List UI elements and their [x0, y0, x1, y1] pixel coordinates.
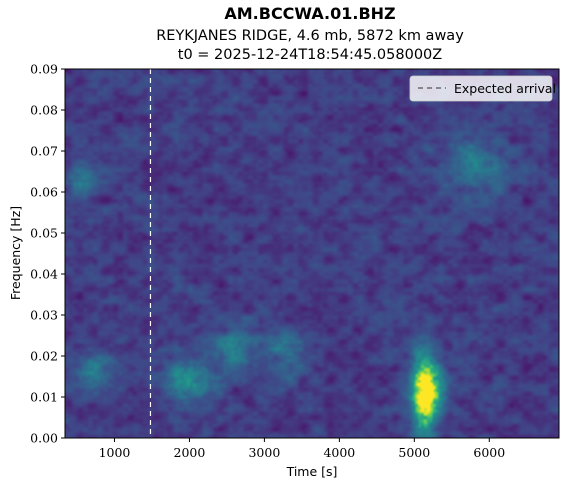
y-tick-label: 0.04 — [30, 267, 58, 282]
y-tick-label: 0.01 — [30, 390, 58, 405]
y-tick-label: 0.05 — [30, 226, 58, 241]
x-tick-label: 1000 — [99, 445, 131, 460]
y-tick-label: 0.06 — [30, 185, 58, 200]
spectrogram-heatmap — [65, 69, 559, 438]
y-axis: 0.00 0.01 0.02 0.03 0.04 0.05 0.06 0.07 0.08 0.09 — [30, 62, 65, 446]
x-axis: 1000 2000 3000 4000 5000 6000 — [99, 438, 505, 460]
y-tick-label: 0.03 — [30, 308, 58, 323]
x-tick-label: 3000 — [248, 445, 280, 460]
chart-subtitle-time: t0 = 2025-12-24T18:54:45.058000Z — [178, 47, 442, 63]
legend-label: Expected arrival — [454, 81, 556, 96]
plot-area — [64, 68, 560, 439]
x-tick-label: 2000 — [174, 445, 206, 460]
spectrogram-foreign — [65, 69, 559, 438]
x-tick-label: 4000 — [323, 445, 355, 460]
legend: Expected arrival — [409, 75, 556, 102]
legend-box — [409, 75, 553, 102]
y-tick-label: 0.09 — [30, 62, 58, 77]
y-axis-label: Frequency [Hz] — [8, 206, 23, 300]
y-tick-label: 0.02 — [30, 349, 58, 364]
chart-subtitle: REYKJANES RIDGE, 4.6 mb, 5872 km away — [156, 28, 464, 44]
x-axis-label: Time [s] — [286, 464, 338, 479]
plot-frame — [64, 68, 560, 439]
y-tick-label: 0.00 — [30, 431, 58, 446]
chart-title: AM.BCCWA.01.BHZ — [224, 4, 395, 23]
x-tick-label: 6000 — [473, 445, 505, 460]
x-tick-label: 5000 — [398, 445, 430, 460]
y-tick-label: 0.07 — [30, 144, 58, 159]
y-tick-label: 0.08 — [30, 103, 58, 118]
